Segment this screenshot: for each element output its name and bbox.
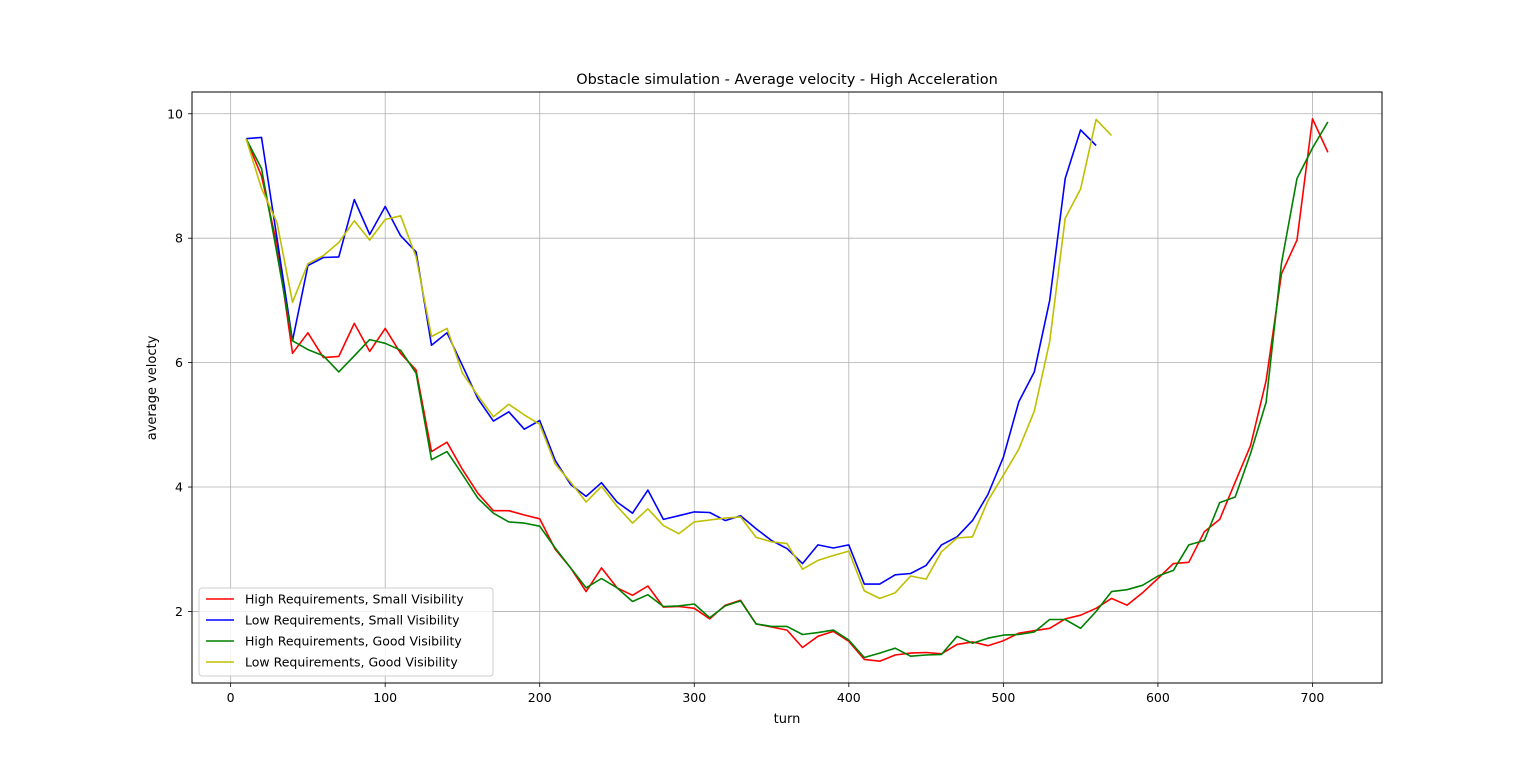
y-tick-label: 2 <box>175 604 183 619</box>
y-axis: 2 4 6 8 10 <box>167 106 192 619</box>
grid <box>192 92 1382 683</box>
series-line-4 <box>245 118 1113 600</box>
legend-frame <box>198 587 494 677</box>
y-tick-label: 6 <box>175 355 183 370</box>
x-tick-label: 400 <box>837 690 861 705</box>
y-tick-label: 4 <box>175 480 183 495</box>
legend: High Requirements, Small Visibility Low R… <box>198 587 494 677</box>
series-line-3 <box>245 121 1329 659</box>
plot-frame <box>191 91 1383 684</box>
x-tick-label: 100 <box>373 690 397 705</box>
legend-label-4: Low Requirements, Good Visibility <box>245 655 458 670</box>
x-tick-label: 500 <box>991 690 1015 705</box>
series-line-1 <box>245 118 1329 663</box>
x-tick-label: 600 <box>1146 690 1170 705</box>
series-line-2 <box>246 129 1097 585</box>
chart-title: Obstacle simulation - Average velocity -… <box>576 72 998 88</box>
x-axis: 0 100 200 300 400 500 600 700 <box>227 683 1325 705</box>
y-tick-label: 8 <box>175 231 183 246</box>
legend-label-3: High Requirements, Good Visibility <box>245 634 462 649</box>
series-lines <box>245 118 1329 663</box>
legend-label-1: High Requirements, Small Visibility <box>245 592 464 607</box>
x-tick-label: 200 <box>528 690 552 705</box>
x-axis-label: turn <box>774 712 801 727</box>
legend-label-2: Low Requirements, Small Visibility <box>245 613 460 628</box>
x-tick-label: 300 <box>682 690 706 705</box>
y-axis-label: average velocty <box>145 335 160 440</box>
y-tick-label: 10 <box>167 106 183 121</box>
x-tick-label: 700 <box>1301 690 1325 705</box>
x-tick-label: 0 <box>227 690 235 705</box>
